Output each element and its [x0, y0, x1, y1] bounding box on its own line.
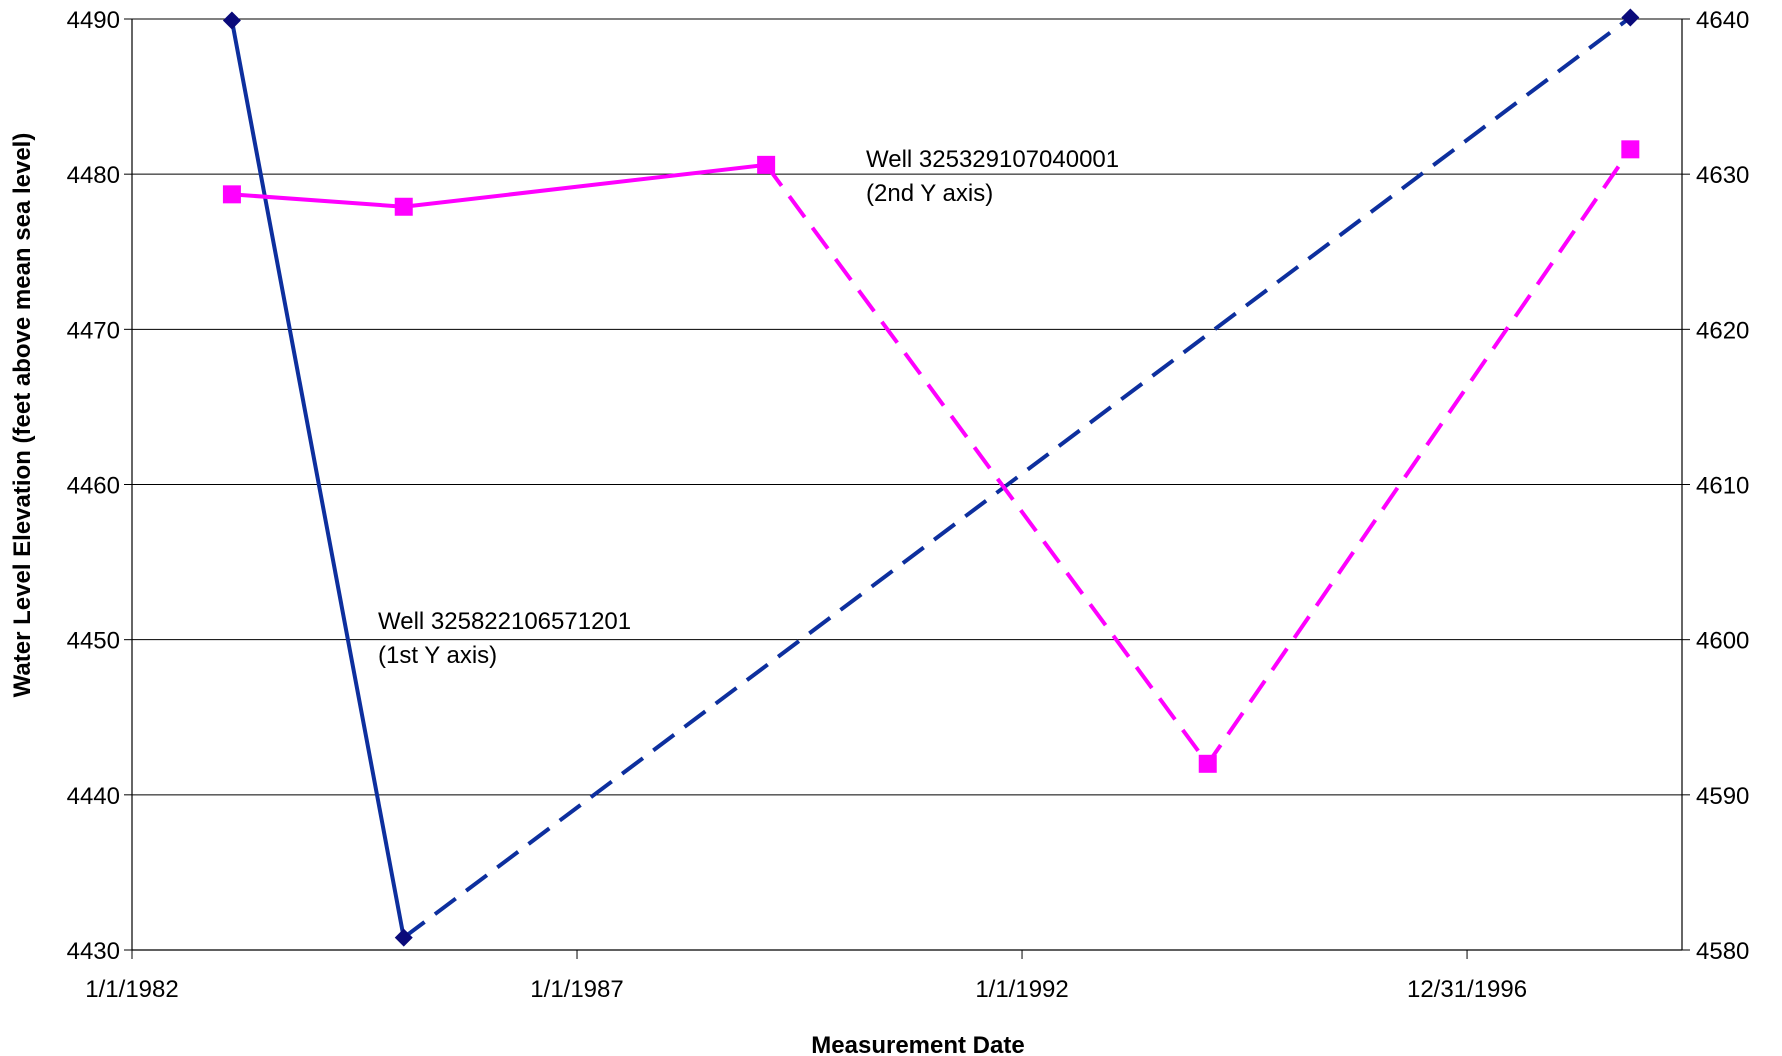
- y2-tick-label: 4580: [1696, 938, 1749, 965]
- annotation-well-2-name: Well 325329107040001: [866, 146, 1119, 173]
- x-tick-label: 1/1/1992: [975, 976, 1068, 1003]
- y1-tick-label: 4470: [67, 317, 120, 344]
- annotation-well-2-axis: (2nd Y axis): [866, 180, 993, 207]
- y2-tick-label: 4600: [1696, 628, 1749, 655]
- y1-tick-label: 4490: [67, 7, 120, 34]
- x-tick-label: 1/1/1982: [85, 976, 178, 1003]
- x-tick-label: 1/1/1987: [530, 976, 623, 1003]
- annotation-well-1: Well 325822106571201 (1st Y axis): [378, 608, 638, 669]
- y1-tick-label: 4450: [67, 628, 120, 655]
- annotation-well-1-name: Well 325822106571201: [378, 608, 631, 635]
- y1-tick-label: 4440: [67, 783, 120, 810]
- y2-tick-label: 4630: [1696, 162, 1749, 189]
- annotation-well-1-axis: (1st Y axis): [378, 642, 497, 669]
- series-1-dashed-line: [766, 149, 1630, 763]
- series-0-solid-line: [232, 21, 404, 938]
- series-1-point: [223, 185, 241, 203]
- x-tick-label: 12/31/1996: [1407, 976, 1527, 1003]
- y2-tick-label: 4620: [1696, 317, 1749, 344]
- series-1-point: [1199, 755, 1217, 773]
- x-axis-title: Measurement Date: [811, 1032, 1024, 1056]
- series-0-point: [223, 12, 241, 30]
- y1-tick-label: 4460: [67, 473, 120, 500]
- y2-tick-label: 4590: [1696, 783, 1749, 810]
- y1-tick-label: 4430: [67, 938, 120, 965]
- annotation-well-2: Well 325329107040001 (2nd Y axis): [866, 146, 1126, 207]
- series-1-solid-line: [232, 165, 766, 207]
- y1-tick-label: 4480: [67, 162, 120, 189]
- y2-tick-label: 4610: [1696, 473, 1749, 500]
- series-1-point: [395, 198, 413, 216]
- series-1-point: [757, 156, 775, 174]
- series-1-point: [1621, 140, 1639, 158]
- y-axis-title: Water Level Elevation (feet above mean s…: [9, 133, 36, 698]
- y2-tick-label: 4640: [1696, 7, 1749, 34]
